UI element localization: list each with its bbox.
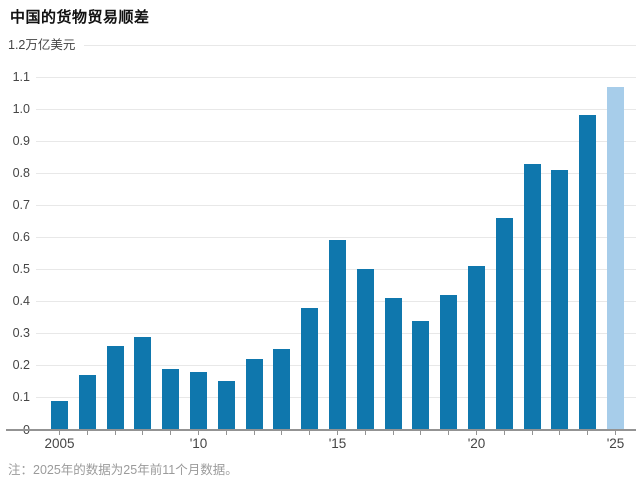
- x-tick-2019: [448, 430, 450, 435]
- bar-2013: [273, 349, 291, 430]
- gridline-1.2万亿美元: [84, 44, 636, 46]
- gridline-0.8: [36, 172, 636, 174]
- bar-2021: [495, 218, 513, 430]
- chart-footnote: 注：2025年的数据为25年前11个月数据。: [8, 463, 238, 477]
- y-axis-tick-label-0.7: 0.7: [12, 198, 30, 213]
- x-tick-2005: [59, 430, 60, 435]
- x-tick-2006: [86, 430, 88, 435]
- y-axis-tick-label-0.6: 0.6: [12, 230, 30, 245]
- x-axis-label-2005: 2005: [44, 436, 75, 451]
- y-axis-unit-label: 1.2万亿美元: [8, 38, 76, 52]
- x-tick-2024: [587, 430, 589, 435]
- bar-2014: [301, 307, 319, 430]
- y-axis-tick-label-0.8: 0.8: [12, 166, 30, 181]
- bar-2022: [523, 163, 541, 430]
- x-axis-label-2015: '15: [328, 436, 347, 451]
- x-tick-2009: [170, 430, 172, 435]
- bar-2017: [384, 298, 402, 430]
- bar-2005: [51, 400, 68, 430]
- bar-2010: [190, 371, 207, 430]
- x-tick-2021: [503, 430, 505, 435]
- x-axis-baseline: [6, 428, 636, 431]
- bar-2023: [551, 169, 569, 430]
- x-tick-2015: [337, 430, 338, 435]
- x-tick-2020: [476, 430, 477, 435]
- x-tick-2013: [281, 430, 283, 435]
- gridline-1.0: [36, 108, 636, 110]
- gridline-0.6: [36, 236, 636, 238]
- x-tick-2007: [114, 430, 116, 435]
- bar-2007: [106, 346, 124, 430]
- bar-2020: [468, 266, 485, 430]
- y-axis-tick-label-0.9: 0.9: [12, 134, 30, 149]
- gridline-0.9: [36, 140, 636, 142]
- x-axis-label-2025: '25: [606, 436, 625, 451]
- y-axis-tick-label-0.2: 0.2: [12, 358, 30, 373]
- y-axis-tick-label-1.0: 1.0: [12, 102, 30, 117]
- x-tick-2014: [309, 430, 311, 435]
- gridline-0.7: [36, 204, 636, 206]
- x-tick-2025: [615, 430, 616, 435]
- y-axis-tick-label-0.4: 0.4: [12, 294, 30, 309]
- bar-2015: [329, 240, 346, 430]
- y-axis-tick-label-0.5: 0.5: [12, 262, 30, 277]
- x-tick-2016: [364, 430, 366, 435]
- bar-2006: [78, 375, 96, 430]
- x-tick-2012: [253, 430, 255, 435]
- bar-chart-plot-area: 00.10.20.30.40.50.60.70.80.91.01.11.2万亿美…: [6, 38, 636, 451]
- bar-2024: [579, 115, 597, 430]
- x-tick-2008: [142, 430, 144, 435]
- bar-2018: [412, 320, 430, 430]
- y-axis-tick-label-0.3: 0.3: [12, 326, 30, 341]
- bar-2009: [162, 368, 180, 430]
- bar-2012: [245, 359, 263, 430]
- y-axis-tick-label-1.1: 1.1: [12, 70, 30, 85]
- y-axis-tick-label-0.1: 0.1: [12, 390, 30, 405]
- bar-2019: [440, 294, 458, 430]
- gridline-1.1: [36, 76, 636, 78]
- bar-2008: [134, 336, 152, 430]
- x-tick-2017: [392, 430, 394, 435]
- x-axis-label-2010: '10: [189, 436, 208, 451]
- x-axis-label-2020: '20: [467, 436, 486, 451]
- bar-2011: [217, 381, 235, 430]
- bar-2025-highlighted: [607, 86, 624, 430]
- x-tick-2011: [225, 430, 227, 435]
- x-tick-2010: [198, 430, 199, 435]
- chart-title: 中国的货物贸易顺差: [10, 9, 150, 26]
- x-tick-2018: [420, 430, 422, 435]
- x-tick-2023: [559, 430, 561, 435]
- x-tick-2022: [531, 430, 533, 435]
- bar-2016: [356, 269, 374, 430]
